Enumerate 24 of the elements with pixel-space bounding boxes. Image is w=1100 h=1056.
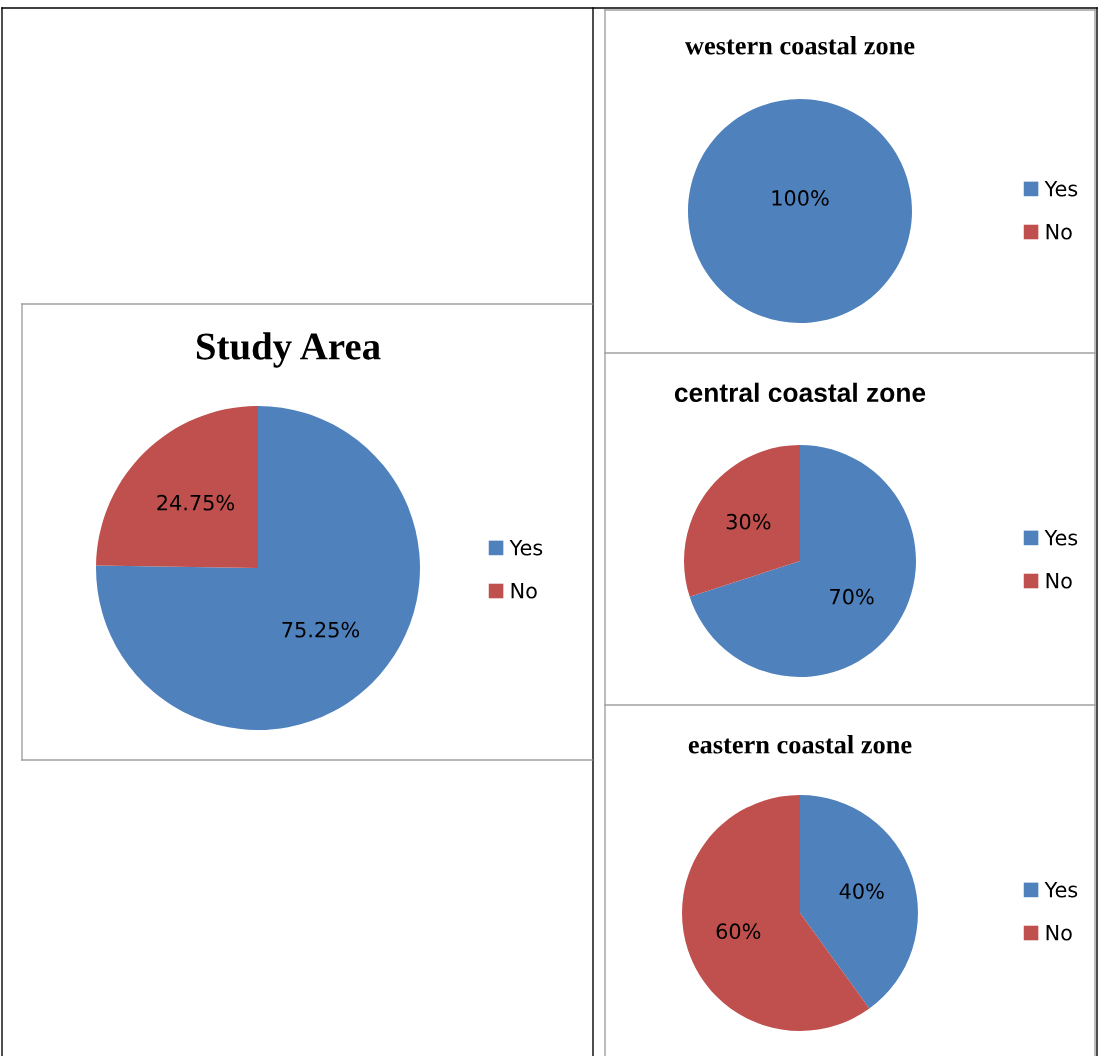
legend-label: No bbox=[1046, 925, 1072, 941]
legend-label: Yes bbox=[1044, 181, 1078, 197]
chart-title: central coastal zone bbox=[674, 382, 926, 403]
legend-label: Yes bbox=[1044, 882, 1078, 898]
legend-label: Yes bbox=[509, 540, 543, 556]
data-label: 24.75% bbox=[157, 494, 235, 511]
chart-title: western coastal zone bbox=[685, 36, 915, 55]
data-label: 70% bbox=[830, 588, 874, 605]
pie-slice bbox=[800, 795, 918, 1009]
data-label: 75.25% bbox=[282, 621, 360, 638]
pie-slice bbox=[96, 406, 258, 568]
data-label: 100% bbox=[772, 190, 829, 206]
chart-title: eastern coastal zone bbox=[688, 735, 912, 754]
legend-label: No bbox=[1046, 224, 1072, 240]
data-label: 40% bbox=[839, 883, 884, 899]
data-label: 30% bbox=[726, 513, 771, 530]
legend-label: No bbox=[511, 583, 537, 599]
legend-label: No bbox=[1046, 573, 1072, 589]
chart-title: Study Area bbox=[196, 332, 381, 368]
pie-slice bbox=[684, 445, 800, 597]
legend-label: Yes bbox=[1044, 530, 1078, 546]
pie-slice bbox=[96, 406, 420, 730]
pie-slice bbox=[689, 445, 916, 677]
data-label: 60% bbox=[716, 923, 761, 940]
